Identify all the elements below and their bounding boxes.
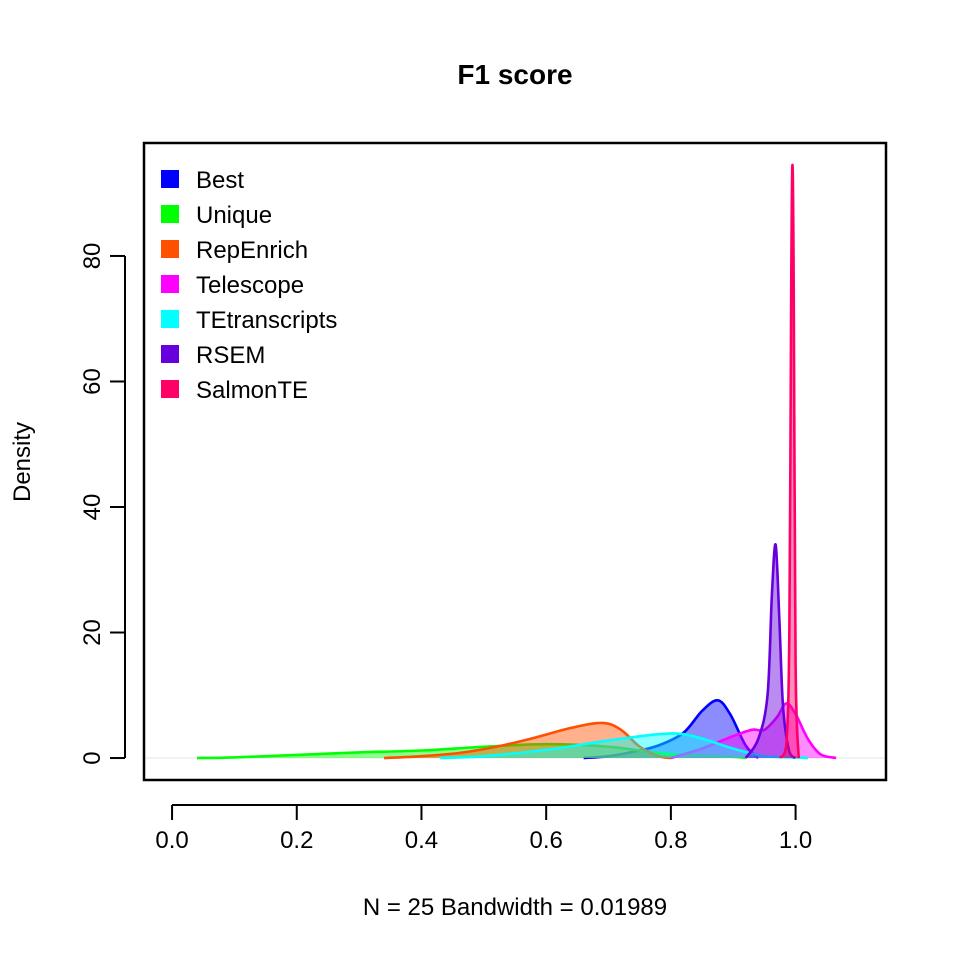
x-tick-label: 0.8	[654, 827, 687, 854]
legend-label-repenrich: RepEnrich	[196, 237, 308, 264]
plot-area	[144, 163, 886, 760]
y-axis-label: Density	[9, 422, 36, 502]
legend-swatch-rsem	[161, 345, 179, 363]
x-tick-label: 1.0	[779, 827, 812, 854]
legend: Best Unique RepEnrich Telescope TEtranscript…	[161, 167, 337, 404]
y-tick-label: 80	[79, 243, 106, 270]
legend-label-tetranscripts: TEtranscripts	[196, 307, 337, 334]
legend-swatch-tetranscripts	[161, 310, 179, 328]
legend-swatch-salmonte	[161, 380, 179, 398]
y-tick-label: 60	[79, 368, 106, 395]
x-tick-label: 0.2	[280, 827, 313, 854]
legend-label-telescope: Telescope	[196, 272, 304, 299]
x-tick-label: 0.4	[405, 827, 438, 854]
y-tick-label: 40	[79, 494, 106, 521]
plot-frame	[142, 141, 888, 782]
density-line-best	[583, 698, 760, 760]
x-tick-label: 0.0	[155, 827, 188, 854]
density-line-telescope	[670, 702, 837, 760]
density-line-repenrich	[383, 721, 672, 760]
legend-label-salmonte: SalmonTE	[196, 377, 308, 404]
x-tick-label: 0.6	[529, 827, 562, 854]
legend-label-unique: Unique	[196, 202, 272, 229]
legend-label-rsem: RSEM	[196, 342, 265, 369]
density-line-tetranscripts	[440, 732, 809, 760]
y-tick-label: 20	[79, 619, 106, 646]
legend-swatch-unique	[161, 205, 179, 223]
y-tick-label: 0	[79, 751, 106, 764]
y-axis: 0 20 40 60 80	[79, 243, 126, 765]
density-line-unique	[196, 742, 746, 760]
legend-swatch-best	[161, 170, 179, 188]
x-axis-label: N = 25 Bandwidth = 0.01989	[363, 894, 667, 921]
chart-title: F1 score	[457, 59, 572, 90]
density-line-salmonte	[778, 163, 801, 759]
x-axis: 0.0 0.2 0.4 0.6 0.8 1.0	[155, 804, 812, 854]
legend-swatch-telescope	[161, 275, 179, 293]
legend-label-best: Best	[196, 167, 244, 194]
legend-swatch-repenrich	[161, 240, 179, 258]
